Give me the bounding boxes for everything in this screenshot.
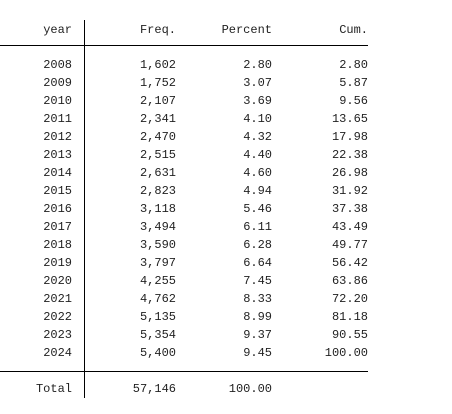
table-cell: 9.45 [243, 346, 272, 360]
table-cell: 2,341 [140, 112, 176, 126]
table-cell: 2008 [43, 58, 72, 72]
table-cell: 5,354 [140, 328, 176, 342]
table-cell: 3,590 [140, 238, 176, 252]
table-cell: 2016 [43, 202, 72, 216]
table-cell: 3,118 [140, 202, 176, 216]
header-cell: Percent [222, 23, 272, 37]
table-cell: 6.28 [243, 238, 272, 252]
table-cell: 2017 [43, 220, 72, 234]
table-cell: 56.42 [332, 256, 368, 270]
table-cell: 49.77 [332, 238, 368, 252]
table-cell: 6.11 [243, 220, 272, 234]
table-cell: 2015 [43, 184, 72, 198]
table-cell: 2,515 [140, 148, 176, 162]
header-cell: year [43, 23, 72, 37]
table-cell: 22.38 [332, 148, 368, 162]
table-cell: 2013 [43, 148, 72, 162]
table-cell: 2019 [43, 256, 72, 270]
table-cell: 4.10 [243, 112, 272, 126]
table-cell: 2014 [43, 166, 72, 180]
table-cell: 2009 [43, 76, 72, 90]
table-cell: 4.60 [243, 166, 272, 180]
table-cell: 5.87 [339, 76, 368, 90]
table-cell: 43.49 [332, 220, 368, 234]
table-cell: 4.94 [243, 184, 272, 198]
table-cell: 6.64 [243, 256, 272, 270]
table-cell: 2.80 [243, 58, 272, 72]
table-cell: 3,494 [140, 220, 176, 234]
table-cell: 9.56 [339, 94, 368, 108]
table-cell: 2024 [43, 346, 72, 360]
table-cell: 4.32 [243, 130, 272, 144]
table-cell: 3.07 [243, 76, 272, 90]
table-cell: 17.98 [332, 130, 368, 144]
table-cell: 2,823 [140, 184, 176, 198]
table-cell: 13.65 [332, 112, 368, 126]
table-cell: 5,135 [140, 310, 176, 324]
table-cell: 2,470 [140, 130, 176, 144]
table-cell: 1,602 [140, 58, 176, 72]
table-cell: 2021 [43, 292, 72, 306]
table-cell: 5.46 [243, 202, 272, 216]
total-cell: 100.00 [229, 382, 272, 396]
table-cell: 2018 [43, 238, 72, 252]
table-cell: 4,255 [140, 274, 176, 288]
total-cell: 57,146 [133, 382, 176, 396]
table-cell: 2022 [43, 310, 72, 324]
table-cell: 4.40 [243, 148, 272, 162]
table-cell: 1,752 [140, 76, 176, 90]
table-cell: 37.38 [332, 202, 368, 216]
header-cell: Cum. [339, 23, 368, 37]
table-cell: 72.20 [332, 292, 368, 306]
table-cell: 2011 [43, 112, 72, 126]
table-cell: 63.86 [332, 274, 368, 288]
table-cell: 8.99 [243, 310, 272, 324]
table-cell: 2,631 [140, 166, 176, 180]
table-cell: 7.45 [243, 274, 272, 288]
table-cell: 3.69 [243, 94, 272, 108]
header-cell: Freq. [140, 23, 176, 37]
table-cell: 2012 [43, 130, 72, 144]
total-cell: Total [36, 382, 72, 396]
table-cell: 81.18 [332, 310, 368, 324]
table-cell: 90.55 [332, 328, 368, 342]
table-cell: 2020 [43, 274, 72, 288]
table-cell: 31.92 [332, 184, 368, 198]
table-cell: 2.80 [339, 58, 368, 72]
table-cell: 2010 [43, 94, 72, 108]
table-cell: 2023 [43, 328, 72, 342]
table-cell: 2,107 [140, 94, 176, 108]
table-cell: 5,400 [140, 346, 176, 360]
table-cell: 9.37 [243, 328, 272, 342]
table-cell: 4,762 [140, 292, 176, 306]
table-cell: 26.98 [332, 166, 368, 180]
table-cell: 8.33 [243, 292, 272, 306]
table-cell: 3,797 [140, 256, 176, 270]
table-cell: 100.00 [325, 346, 368, 360]
